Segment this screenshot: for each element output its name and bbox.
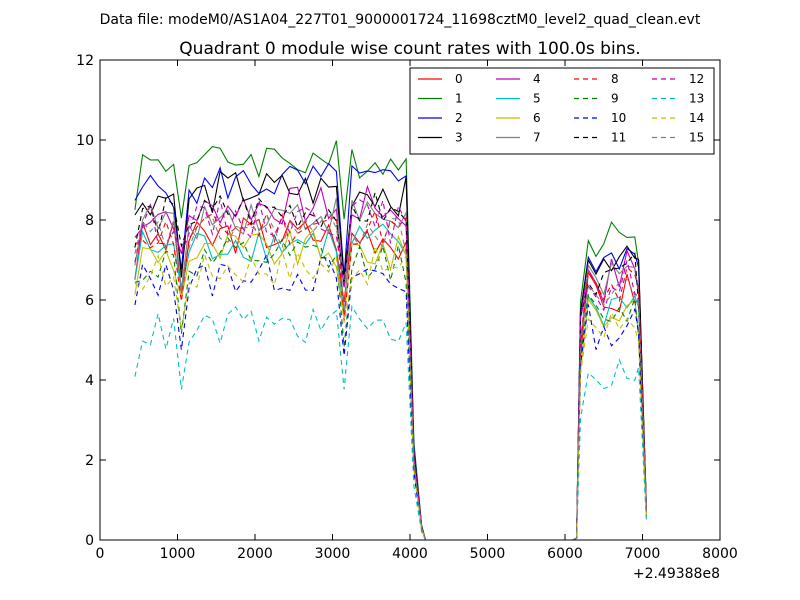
x-tick-label: 6000 (547, 546, 583, 562)
legend-label: 11 (611, 131, 626, 145)
series-line-4 (134, 184, 647, 540)
series-line-1 (134, 140, 647, 540)
figure-suptitle: Data file: modeM0/AS1A04_227T01_90000017… (100, 12, 701, 28)
legend-label: 5 (533, 92, 541, 106)
y-tick-label: 0 (85, 533, 94, 549)
x-tick-label: 7000 (625, 546, 661, 562)
legend-label: 8 (611, 72, 619, 86)
x-tick-label: 3000 (315, 546, 351, 562)
series-line-3 (134, 170, 647, 540)
series-line-5 (134, 223, 647, 540)
legend-label: 10 (611, 111, 626, 125)
x-tick-label: 0 (96, 546, 105, 562)
x-tick-label: 8000 (702, 546, 738, 562)
chart-title: Quadrant 0 module wise count rates with … (179, 39, 640, 59)
x-tick-label: 4000 (392, 546, 428, 562)
y-tick-label: 6 (85, 293, 94, 309)
x-tick-label: 5000 (470, 546, 506, 562)
legend-label: 6 (533, 111, 541, 125)
legend-label: 1 (455, 92, 463, 106)
legend-label: 3 (455, 131, 463, 145)
legend-label: 14 (689, 111, 704, 125)
series-line-10 (134, 253, 647, 540)
legend-label: 0 (455, 72, 463, 86)
y-tick-label: 4 (85, 373, 94, 389)
x-axis: 0 1000 2000 3000 4000 5000 6000 7000 8000 (96, 60, 738, 562)
y-tick-label: 8 (85, 213, 94, 229)
legend-label: 15 (689, 131, 704, 145)
series-layer (134, 140, 647, 540)
legend-label: 4 (533, 72, 541, 86)
x-tick-label: 1000 (160, 546, 196, 562)
series-line-11 (134, 190, 647, 540)
x-offset-label: +2.49388e8 (633, 566, 720, 582)
x-tick-label: 2000 (237, 546, 273, 562)
series-line-0 (134, 216, 647, 540)
legend-label: 7 (533, 131, 541, 145)
y-tick-label: 10 (76, 133, 94, 149)
y-tick-label: 12 (76, 53, 94, 69)
legend-box (409, 67, 715, 155)
series-line-2 (134, 162, 647, 540)
legend-label: 13 (689, 92, 704, 106)
y-tick-label: 2 (85, 453, 94, 469)
legend-label: 9 (611, 92, 619, 106)
series-line-7 (134, 197, 647, 540)
series-line-6 (134, 228, 647, 540)
legend-label: 12 (689, 72, 704, 86)
legend-label: 2 (455, 111, 463, 125)
